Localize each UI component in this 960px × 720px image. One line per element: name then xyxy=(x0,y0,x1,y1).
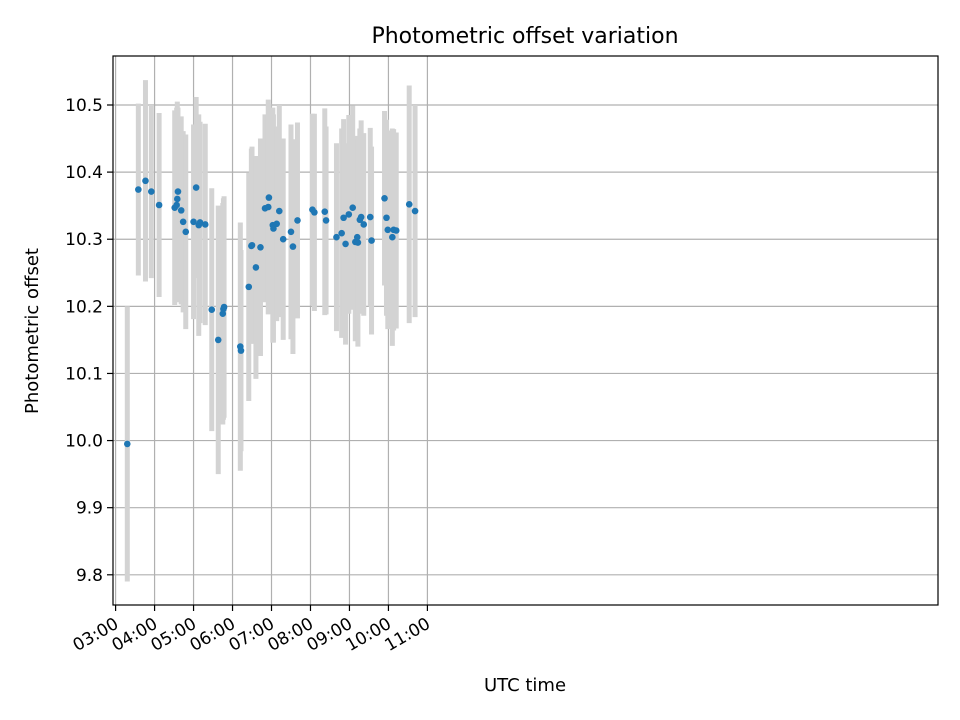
data-point xyxy=(257,243,264,251)
data-point xyxy=(179,218,187,226)
data-point xyxy=(273,220,281,228)
y-tick-label: 10.0 xyxy=(65,432,103,452)
data-point xyxy=(342,240,349,248)
data-point xyxy=(389,233,396,241)
data-point xyxy=(275,207,283,215)
data-point xyxy=(279,235,287,243)
plot-frame xyxy=(112,55,939,606)
data-point xyxy=(340,214,347,222)
data-point xyxy=(174,188,182,195)
data-point xyxy=(411,207,419,215)
data-point xyxy=(182,228,190,236)
data-point xyxy=(311,209,318,216)
x-tick-label: 11:00 xyxy=(381,614,433,656)
data-point xyxy=(338,229,345,237)
x-axis-label: UTC time xyxy=(484,675,566,696)
data-point xyxy=(349,204,357,211)
data-point xyxy=(148,188,155,195)
data-point xyxy=(333,233,340,241)
data-point xyxy=(174,195,181,203)
data-point xyxy=(381,194,388,202)
data-point xyxy=(135,186,142,193)
data-point xyxy=(322,217,330,224)
data-point xyxy=(142,177,149,185)
y-tick-label: 9.9 xyxy=(76,499,103,519)
data-point xyxy=(248,241,256,249)
data-point xyxy=(123,440,131,448)
data-point xyxy=(265,194,273,201)
chart-title: Photometric offset variation xyxy=(371,24,678,49)
y-tick-label: 10.1 xyxy=(65,364,103,384)
data-point xyxy=(173,201,180,209)
y-axis: 9.8 9.9 10.0 10.1 10.2 10.3 10.4 10.5 xyxy=(65,96,113,586)
data-point xyxy=(208,306,216,313)
data-point xyxy=(214,336,222,344)
data-point xyxy=(264,203,272,211)
y-tick-label: 10.5 xyxy=(65,96,103,116)
data-point xyxy=(155,201,163,209)
data-point xyxy=(353,233,361,241)
data-point xyxy=(270,225,277,232)
data-point xyxy=(321,208,329,216)
data-point xyxy=(294,217,301,224)
data-point xyxy=(392,227,400,234)
y-tick-label: 10.3 xyxy=(65,230,103,250)
data-points xyxy=(123,177,419,448)
data-point xyxy=(201,221,209,228)
data-point xyxy=(360,221,368,228)
data-point xyxy=(368,237,375,244)
data-point xyxy=(192,184,200,191)
data-point xyxy=(405,201,413,208)
data-point xyxy=(252,264,260,271)
data-point xyxy=(287,228,295,236)
x-axis: 03:0004:0005:0006:0007:0008:0009:0010:00… xyxy=(70,605,434,656)
data-point xyxy=(245,283,253,291)
y-tick-label: 10.2 xyxy=(65,297,103,317)
data-point xyxy=(190,218,197,226)
data-point xyxy=(384,226,392,234)
data-point xyxy=(354,239,362,246)
data-point xyxy=(177,207,185,214)
gridlines xyxy=(113,56,938,605)
y-tick-label: 9.8 xyxy=(76,566,103,586)
data-point xyxy=(289,243,297,250)
data-point xyxy=(366,213,374,221)
data-point xyxy=(237,347,245,354)
data-point xyxy=(357,213,365,221)
data-point xyxy=(345,211,353,218)
y-tick-label: 10.4 xyxy=(65,163,103,183)
data-point xyxy=(196,219,204,226)
data-point xyxy=(220,303,228,311)
y-axis-label: Photometric offset xyxy=(22,248,43,414)
data-point xyxy=(383,214,390,222)
